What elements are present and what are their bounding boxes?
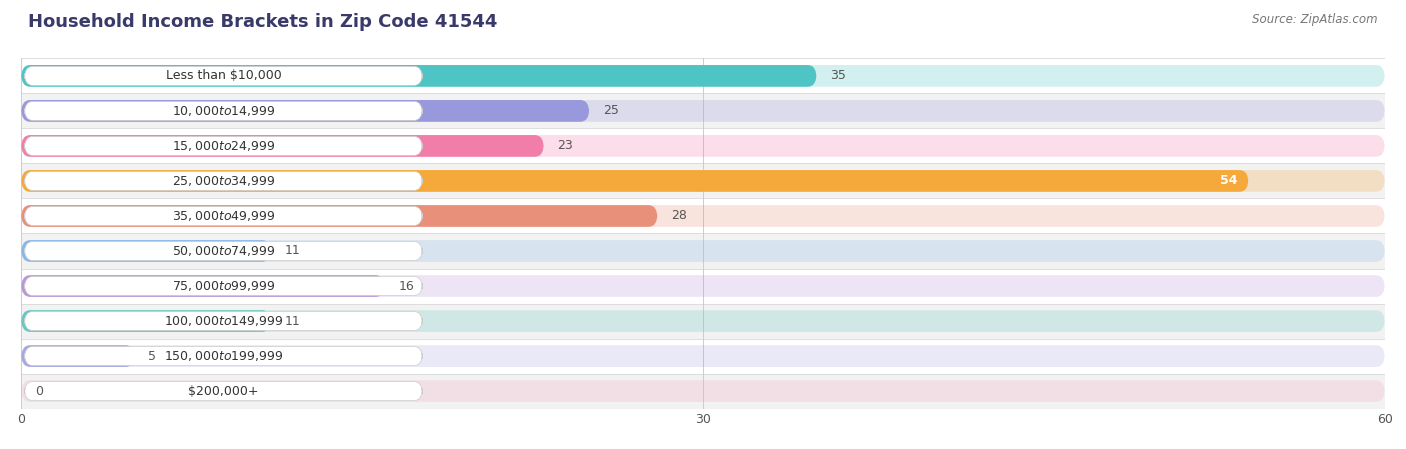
FancyBboxPatch shape (24, 312, 422, 330)
Text: 11: 11 (285, 245, 301, 257)
FancyBboxPatch shape (21, 240, 1385, 262)
FancyBboxPatch shape (21, 275, 1385, 297)
FancyBboxPatch shape (24, 101, 422, 120)
FancyBboxPatch shape (21, 135, 1385, 157)
Text: Less than $10,000: Less than $10,000 (166, 70, 281, 82)
Text: 0: 0 (35, 385, 42, 397)
Text: $75,000 to $99,999: $75,000 to $99,999 (172, 279, 276, 293)
Text: 23: 23 (558, 140, 574, 152)
Text: $25,000 to $34,999: $25,000 to $34,999 (172, 174, 276, 188)
FancyBboxPatch shape (21, 100, 589, 122)
Text: 11: 11 (285, 315, 301, 327)
FancyBboxPatch shape (21, 345, 1385, 367)
FancyBboxPatch shape (21, 310, 271, 332)
FancyBboxPatch shape (21, 170, 1385, 192)
FancyBboxPatch shape (21, 65, 817, 87)
FancyBboxPatch shape (21, 380, 1385, 402)
Text: 25: 25 (603, 105, 619, 117)
FancyBboxPatch shape (21, 240, 271, 262)
Text: 35: 35 (831, 70, 846, 82)
Bar (21, 339, 1385, 374)
FancyBboxPatch shape (21, 275, 385, 297)
FancyBboxPatch shape (24, 277, 422, 295)
FancyBboxPatch shape (21, 310, 1385, 332)
Text: $100,000 to $149,999: $100,000 to $149,999 (163, 314, 283, 328)
Text: 54: 54 (1219, 175, 1237, 187)
Text: 16: 16 (398, 280, 415, 292)
FancyBboxPatch shape (21, 170, 1249, 192)
FancyBboxPatch shape (24, 242, 422, 260)
Text: $35,000 to $49,999: $35,000 to $49,999 (172, 209, 276, 223)
FancyBboxPatch shape (24, 136, 422, 155)
FancyBboxPatch shape (24, 347, 422, 365)
FancyBboxPatch shape (21, 345, 135, 367)
Bar (21, 374, 1385, 409)
FancyBboxPatch shape (21, 135, 544, 157)
Text: Source: ZipAtlas.com: Source: ZipAtlas.com (1253, 13, 1378, 26)
FancyBboxPatch shape (21, 100, 1385, 122)
Bar (21, 233, 1385, 269)
Bar (21, 304, 1385, 339)
Bar (21, 128, 1385, 163)
Bar (21, 198, 1385, 233)
FancyBboxPatch shape (24, 172, 422, 190)
Bar (21, 269, 1385, 304)
FancyBboxPatch shape (21, 205, 1385, 227)
Text: $200,000+: $200,000+ (188, 385, 259, 397)
Text: $15,000 to $24,999: $15,000 to $24,999 (172, 139, 276, 153)
Bar (21, 58, 1385, 93)
Text: 28: 28 (671, 210, 688, 222)
FancyBboxPatch shape (24, 382, 422, 401)
Bar (21, 93, 1385, 128)
Bar (21, 163, 1385, 198)
Text: $50,000 to $74,999: $50,000 to $74,999 (172, 244, 276, 258)
FancyBboxPatch shape (21, 205, 658, 227)
Text: $150,000 to $199,999: $150,000 to $199,999 (163, 349, 283, 363)
Text: 5: 5 (149, 350, 156, 362)
FancyBboxPatch shape (24, 66, 422, 85)
Text: $10,000 to $14,999: $10,000 to $14,999 (172, 104, 276, 118)
FancyBboxPatch shape (21, 65, 1385, 87)
FancyBboxPatch shape (24, 207, 422, 225)
Text: Household Income Brackets in Zip Code 41544: Household Income Brackets in Zip Code 41… (28, 13, 498, 31)
